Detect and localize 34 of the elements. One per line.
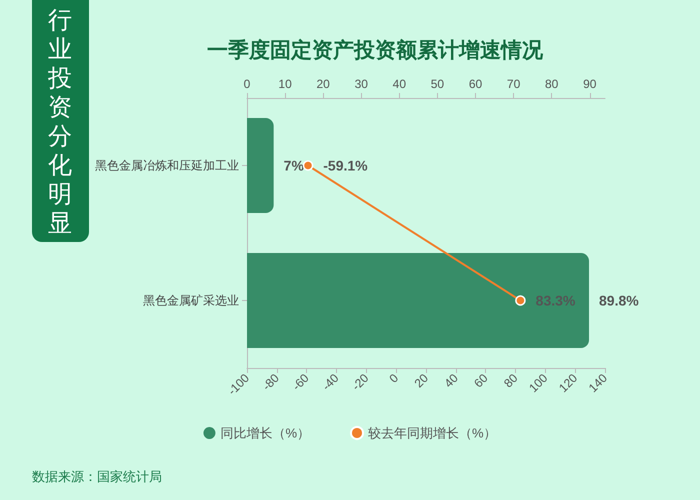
x-tick-label: 100 [526,370,551,396]
y-tick-label: 黑色金属矿采选业 [143,294,239,308]
x-tick-label: 140 [586,370,610,396]
x-tick-label: -100 [225,370,252,398]
x-tick-label: 120 [556,370,580,396]
x2-tick-label: 10 [278,77,292,91]
x-tick-label: 0 [386,370,402,386]
chart-subtitle: 行业投资分化明显 [48,6,73,238]
x-tick-label: 80 [501,370,521,390]
x2-tick-label: 50 [430,77,444,91]
data-label: 89.8% [599,292,640,308]
x2-tick-label: 90 [583,77,597,91]
x-tick-label: -80 [260,370,282,394]
x2-tick-label: 0 [244,77,251,91]
y-tick-label: 黑色金属冶炼和压延加工业 [95,158,239,172]
chart-title: 一季度固定资产投资额累计增速情况 [207,38,544,62]
x2-tick-label: 60 [468,77,483,91]
x-tick-label: -20 [349,370,372,394]
x-tick-label: 40 [441,370,462,390]
data-label: -59.1% [323,158,368,174]
data-label: 83.3% [536,292,576,308]
x-tick-label: 60 [471,370,491,390]
x2-tick-label: 20 [316,77,330,91]
x-tick-label: -40 [319,370,342,394]
x-tick-label: -60 [289,370,312,394]
x-tick-label: 20 [412,370,432,390]
x2-tick-label: 40 [392,77,406,91]
legend-label: 较去年同期增长（%） [368,426,497,440]
data-label: 7% [284,158,304,174]
x2-tick-label: 30 [354,77,368,91]
legend-label: 同比增长（%） [220,426,310,440]
x2-tick-label: 80 [545,77,559,91]
x2-tick-label: 70 [506,77,521,91]
source-note: 数据来源：国家统计局 [32,469,162,486]
